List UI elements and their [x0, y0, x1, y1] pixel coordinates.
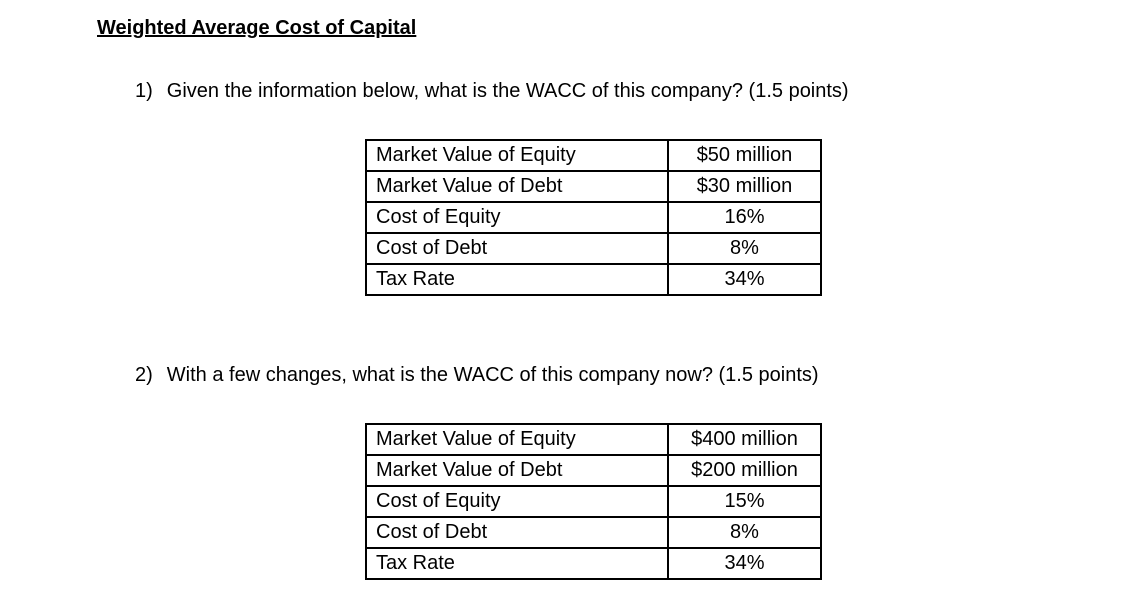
row-value: $50 million [667, 139, 822, 172]
row-value: 8% [667, 516, 822, 549]
table-row: Cost of Debt 8% [365, 516, 822, 549]
row-value: 34% [667, 547, 822, 580]
table-row: Market Value of Debt $30 million [365, 170, 822, 203]
row-value: 8% [667, 232, 822, 265]
table-row: Cost of Equity 15% [365, 485, 822, 518]
row-value: $30 million [667, 170, 822, 203]
row-label: Market Value of Debt [365, 170, 669, 203]
table-row: Market Value of Equity $400 million [365, 423, 822, 456]
question-2-number: 2) [135, 364, 153, 386]
page-title: Weighted Average Cost of Capital [97, 17, 417, 39]
row-label: Cost of Equity [365, 201, 669, 234]
row-value: 16% [667, 201, 822, 234]
row-label: Cost of Debt [365, 516, 669, 549]
question-2: 2) With a few changes, what is the WACC … [135, 364, 819, 387]
question-1-text: Given the information below, what is the… [166, 80, 849, 102]
row-label: Tax Rate [365, 263, 669, 296]
row-label: Market Value of Equity [365, 139, 669, 172]
row-value: 15% [667, 485, 822, 518]
row-value: $400 million [667, 423, 822, 456]
table-row: Market Value of Equity $50 million [365, 139, 822, 172]
row-value: 34% [667, 263, 822, 296]
table-row: Tax Rate 34% [365, 547, 822, 580]
question-1: 1) Given the information below, what is … [135, 80, 849, 103]
row-value: $200 million [667, 454, 822, 487]
table-row: Tax Rate 34% [365, 263, 822, 296]
row-label: Market Value of Equity [365, 423, 669, 456]
wacc-table-1: Market Value of Equity $50 million Marke… [365, 139, 822, 296]
row-label: Cost of Equity [365, 485, 669, 518]
table-row: Market Value of Debt $200 million [365, 454, 822, 487]
table-row: Cost of Equity 16% [365, 201, 822, 234]
table-row: Cost of Debt 8% [365, 232, 822, 265]
question-2-text: With a few changes, what is the WACC of … [166, 364, 819, 386]
row-label: Tax Rate [365, 547, 669, 580]
wacc-table-2: Market Value of Equity $400 million Mark… [365, 423, 822, 580]
row-label: Cost of Debt [365, 232, 669, 265]
question-1-number: 1) [135, 80, 153, 102]
row-label: Market Value of Debt [365, 454, 669, 487]
